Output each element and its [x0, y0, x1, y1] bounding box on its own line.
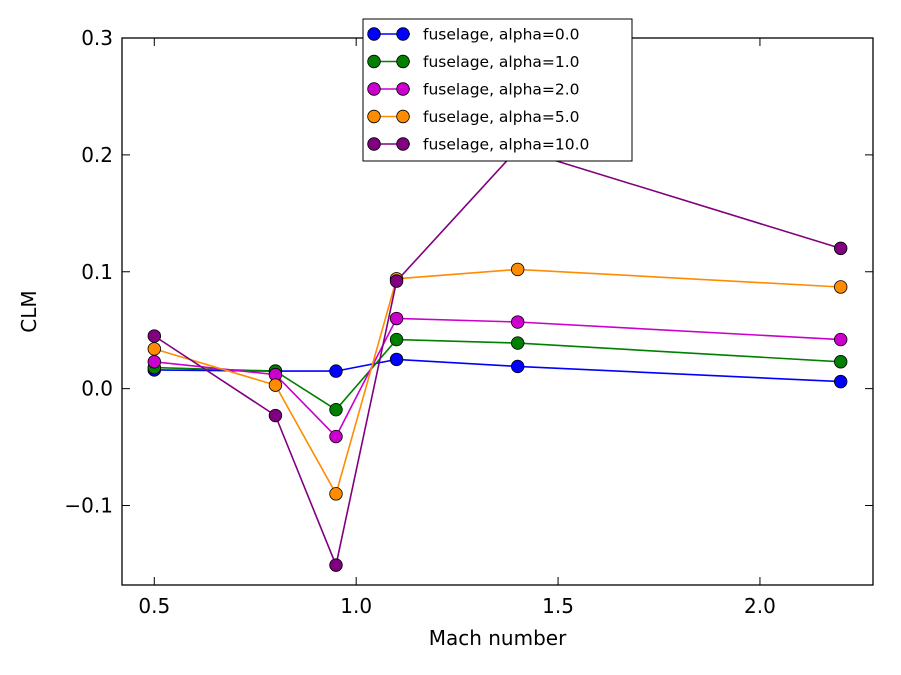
- x-tick-label: 2.0: [744, 594, 776, 618]
- legend-marker: [396, 137, 410, 151]
- y-tick-label: 0.0: [81, 377, 113, 401]
- x-tick-label: 1.0: [340, 594, 372, 618]
- series-line: [154, 317, 841, 438]
- series-line: [154, 268, 841, 496]
- data-point: [329, 402, 343, 417]
- legend-entry: fuselage, alpha=5.0: [367, 108, 580, 126]
- data-point: [147, 355, 162, 369]
- y-tick-label: 0.2: [81, 143, 113, 167]
- data-point: [833, 332, 848, 347]
- data-point: [510, 315, 525, 329]
- x-axis-label: Mach number: [429, 626, 567, 650]
- legend-label: fuselage, alpha=0.0: [423, 26, 580, 44]
- data-point: [329, 429, 343, 444]
- data-point: [389, 332, 404, 347]
- x-tick-label: 1.5: [542, 594, 574, 618]
- data-point: [389, 274, 404, 288]
- x-tick-label: 0.5: [138, 594, 170, 618]
- legend-label: fuselage, alpha=5.0: [423, 108, 580, 126]
- legend-marker: [367, 137, 381, 151]
- data-point: [833, 355, 848, 369]
- data-point: [510, 336, 525, 350]
- legend-marker: [367, 54, 381, 69]
- legend-label: fuselage, alpha=2.0: [423, 81, 580, 99]
- data-point: [510, 262, 525, 277]
- legend-entry: fuselage, alpha=2.0: [367, 81, 580, 99]
- y-axis-ticks: −0.1 0.0 0.1 0.2 0.3: [64, 26, 873, 518]
- y-tick-label: −0.1: [64, 494, 113, 518]
- data-point: [329, 487, 343, 501]
- legend-marker: [367, 27, 381, 41]
- legend: fuselage, alpha=0.0 fuselage, alpha=1.0 fu…: [362, 18, 633, 162]
- legend-label: fuselage, alpha=10.0: [423, 136, 589, 154]
- data-point: [329, 364, 343, 378]
- legend-marker: [396, 82, 410, 96]
- data-point: [147, 329, 162, 343]
- series-line: [154, 338, 841, 411]
- legend-entry: fuselage, alpha=10.0: [367, 136, 589, 154]
- data-point: [833, 374, 848, 389]
- data-point: [329, 558, 343, 572]
- data-point: [833, 241, 848, 256]
- data-point: [389, 352, 404, 367]
- y-tick-label: 0.3: [81, 26, 113, 50]
- legend-marker: [396, 27, 410, 41]
- data-point: [268, 378, 283, 392]
- data-point: [147, 342, 162, 356]
- legend-label: fuselage, alpha=1.0: [423, 53, 580, 71]
- legend-entry: fuselage, alpha=1.0: [367, 53, 580, 71]
- y-axis-label: CLM: [17, 290, 41, 332]
- legend-entry: fuselage, alpha=0.0: [367, 26, 580, 44]
- series-line: [153, 148, 841, 568]
- legend-marker: [396, 54, 410, 69]
- x-axis-ticks: 0.5 1.0 1.5 2.0: [138, 38, 776, 618]
- data-point: [268, 408, 283, 423]
- legend-marker: [367, 82, 381, 96]
- legend-marker: [367, 109, 381, 124]
- y-tick-label: 0.1: [81, 260, 113, 284]
- legend-marker: [396, 109, 410, 124]
- data-point: [389, 311, 404, 326]
- series-2: [147, 311, 848, 444]
- data-point: [510, 359, 525, 374]
- data-point: [833, 280, 848, 294]
